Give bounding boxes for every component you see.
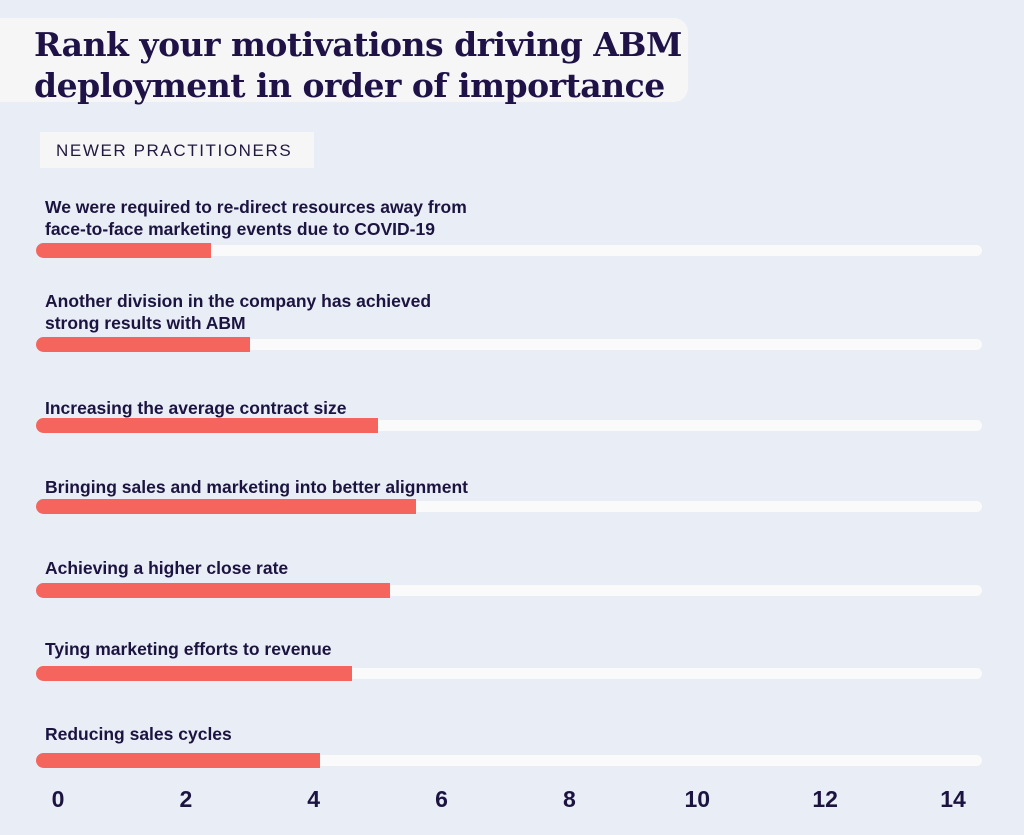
bar-track bbox=[36, 585, 982, 596]
bar-label: Increasing the average contract size bbox=[45, 397, 565, 419]
bar-track bbox=[36, 339, 982, 350]
bar-label: Bringing sales and marketing into better… bbox=[45, 476, 565, 498]
bar-track bbox=[36, 245, 982, 256]
x-tick-label: 6 bbox=[435, 786, 448, 812]
bar-track bbox=[36, 755, 982, 766]
chart-title: Rank your motivations driving ABM deploy… bbox=[34, 25, 682, 105]
bar-label-line: We were required to re-direct resources … bbox=[45, 197, 467, 217]
x-tick-label: 14 bbox=[940, 786, 966, 812]
bar-label-line: Bringing sales and marketing into better… bbox=[45, 477, 468, 497]
x-tick-label: 2 bbox=[179, 786, 193, 812]
x-tick-label: 4 bbox=[307, 786, 321, 812]
bar-label: Reducing sales cycles bbox=[45, 723, 565, 745]
bar-label: Achieving a higher close rate bbox=[45, 557, 565, 579]
subtitle-panel bbox=[40, 132, 314, 168]
bar bbox=[36, 583, 391, 598]
x-tick-label: 0 bbox=[51, 786, 65, 812]
title-panel bbox=[0, 18, 688, 102]
bar-track bbox=[36, 420, 982, 431]
x-tick-label: 8 bbox=[563, 786, 576, 812]
chart-subtitle: NEWER PRACTITIONERS bbox=[56, 141, 293, 160]
bar-label-line: Increasing the average contract size bbox=[45, 398, 347, 418]
bar-label: We were required to re-direct resources … bbox=[45, 196, 565, 240]
bar bbox=[36, 753, 321, 768]
bar-label-line: strong results with ABM bbox=[45, 313, 246, 333]
bar-label-line: Another division in the company has achi… bbox=[45, 291, 432, 311]
bar-track bbox=[36, 501, 982, 512]
bar-label: Tying marketing efforts to revenue bbox=[45, 638, 565, 660]
bar-track bbox=[36, 668, 982, 679]
bar-label-line: Reducing sales cycles bbox=[45, 724, 232, 744]
x-tick-label: 10 bbox=[684, 786, 711, 812]
bar-label-line: face-to-face marketing events due to COV… bbox=[45, 219, 435, 239]
bar bbox=[36, 666, 353, 681]
bar bbox=[36, 499, 416, 514]
x-tick-label: 12 bbox=[812, 786, 838, 812]
bar-label: Another division in the company has achi… bbox=[45, 290, 565, 334]
bar bbox=[36, 243, 212, 258]
bar-label-line: Achieving a higher close rate bbox=[45, 558, 289, 578]
bar-label-line: Tying marketing efforts to revenue bbox=[45, 639, 332, 659]
bar bbox=[36, 418, 378, 433]
bar bbox=[36, 337, 250, 352]
